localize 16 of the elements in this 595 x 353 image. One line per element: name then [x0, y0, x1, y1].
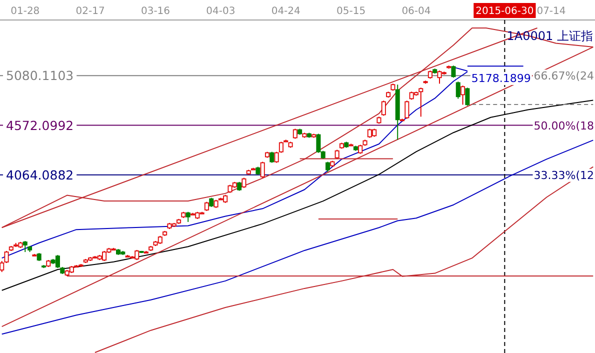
- x-tick-label: 04-03: [206, 6, 236, 17]
- x-tick-label: 05-15: [336, 6, 366, 17]
- x-tick-label: 07-14: [536, 6, 566, 17]
- ref-line-label: 5080.1103: [6, 68, 74, 84]
- annotation: 50.00%(18: [534, 119, 594, 132]
- x-tick-label: 2015-06-30: [476, 6, 534, 17]
- annotation: 66.67%(24: [534, 70, 594, 83]
- x-tick-label: 02-17: [76, 6, 105, 17]
- x-tick-label: 03-16: [140, 6, 170, 17]
- x-tick-label: 01-28: [10, 6, 40, 17]
- annotation: 33.33%(12: [534, 168, 594, 182]
- annotation: 5178.1899: [471, 72, 531, 85]
- ref-line-label: 4572.0992: [6, 118, 74, 133]
- x-tick-label: 04-24: [271, 6, 300, 17]
- x-tick-label: 06-04: [402, 6, 431, 17]
- ref-line-label: 4064.0882: [6, 167, 74, 182]
